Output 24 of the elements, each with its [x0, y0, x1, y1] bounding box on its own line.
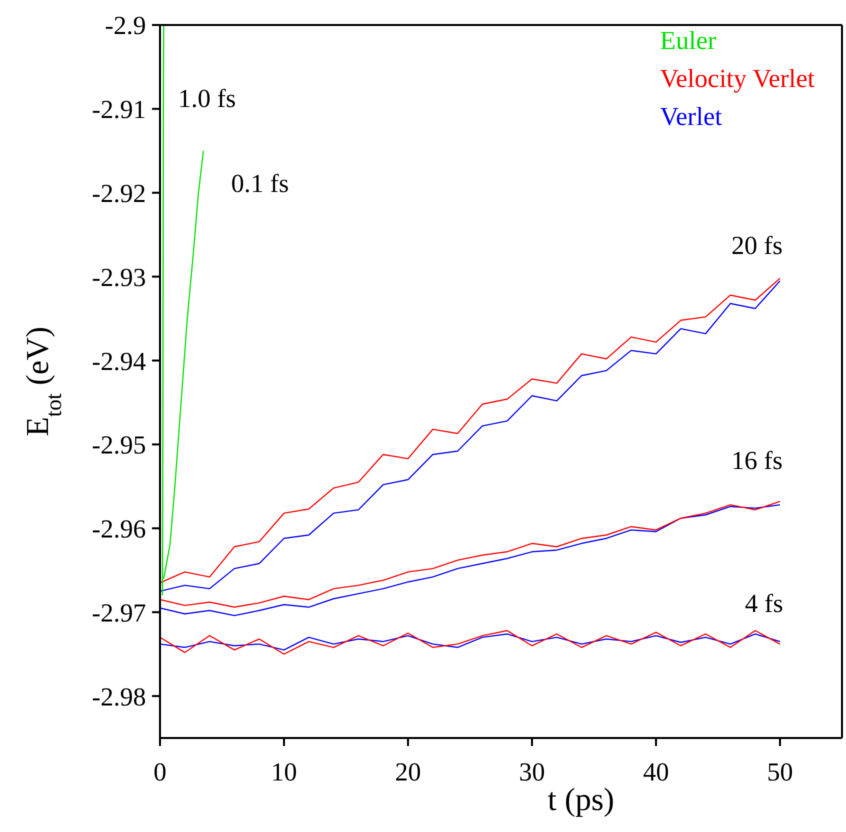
x-tick-label: 40 — [643, 757, 669, 786]
text: Velocity Verlet — [660, 63, 815, 95]
x-axis-title: t (ps) — [548, 781, 614, 817]
y-tick-label: -2.92 — [92, 178, 146, 208]
x-tick-label: 30 — [519, 757, 545, 786]
y-tick-label: -2.95 — [92, 430, 146, 460]
y-tick-label: -2.9 — [104, 11, 146, 40]
x-tick-label: 50 — [767, 757, 793, 786]
annotation: 4 fs — [744, 589, 784, 618]
x-tick-label: 20 — [395, 757, 421, 786]
text: Euler — [660, 25, 718, 57]
annotation: 1.0 fs — [178, 84, 236, 113]
x-tick-label: 10 — [271, 757, 297, 786]
y-tick-label: -2.94 — [92, 346, 146, 376]
text: Verlet — [660, 101, 724, 133]
y-tick-label: -2.98 — [92, 682, 146, 712]
y-tick-label: -2.93 — [92, 262, 146, 292]
y-tick-label: -2.96 — [92, 514, 146, 544]
x-tick-label: 0 — [154, 757, 166, 786]
y-tick-label: -2.97 — [92, 598, 146, 628]
annotation: 16 fs — [731, 446, 783, 475]
y-tick-label: -2.91 — [92, 95, 146, 124]
annotation: 20 fs — [731, 231, 783, 260]
annotation: 0.1 fs — [231, 169, 289, 198]
